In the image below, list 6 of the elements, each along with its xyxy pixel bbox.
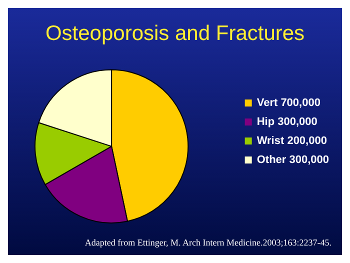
legend-label: Hip 300,000: [256, 116, 318, 128]
legend-label: Vert 700,000: [256, 97, 320, 109]
legend-label: Wrist 200,000: [256, 135, 327, 147]
text: Adapted from Ettinger, M. Arch Intern Medicine.2003;163:2237-45.: [84, 238, 332, 248]
chart-title: Osteoporosis and Fractures: [45, 22, 305, 45]
legend-label: Other 300,000: [256, 154, 329, 166]
